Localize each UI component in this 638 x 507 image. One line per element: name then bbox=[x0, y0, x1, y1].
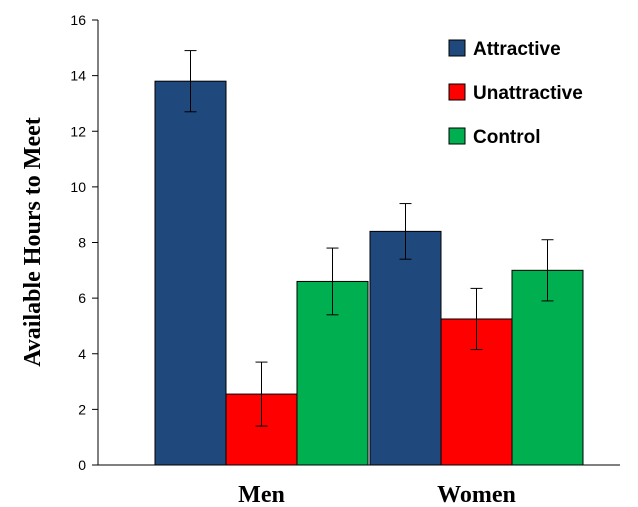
y-tick-label: 8 bbox=[78, 235, 86, 251]
y-tick-label: 12 bbox=[70, 123, 86, 139]
y-axis-title: Available Hours to Meet bbox=[20, 117, 46, 367]
bar-control-women bbox=[511, 269, 584, 466]
bar-attractive-women bbox=[369, 230, 442, 466]
y-tick-label: 4 bbox=[78, 346, 86, 362]
y-axis-ticks: 0 2 4 6 8 10 12 14 16 bbox=[70, 12, 98, 473]
legend-swatch-attractive bbox=[448, 39, 466, 57]
y-tick-label: 14 bbox=[70, 68, 86, 84]
legend: Attractive Unattractive Control bbox=[448, 39, 583, 148]
x-category-label-men: Men bbox=[238, 482, 285, 507]
y-tick-label: 0 bbox=[78, 457, 86, 473]
error-bars bbox=[184, 50, 554, 427]
x-axis-category-labels: Men Women bbox=[238, 482, 516, 507]
x-category-label-women: Women bbox=[437, 482, 516, 507]
legend-swatch-unattractive bbox=[448, 83, 466, 101]
legend-label-unattractive: Unattractive bbox=[473, 83, 583, 104]
y-tick-label: 2 bbox=[78, 401, 86, 417]
bar-attractive-men bbox=[154, 80, 227, 466]
y-tick-label: 16 bbox=[70, 12, 86, 28]
y-tick-label: 10 bbox=[70, 179, 86, 195]
legend-swatch-control bbox=[448, 127, 466, 145]
legend-label-attractive: Attractive bbox=[473, 39, 561, 60]
y-tick-label: 6 bbox=[78, 290, 86, 306]
bars bbox=[154, 80, 584, 466]
legend-label-control: Control bbox=[473, 127, 541, 148]
